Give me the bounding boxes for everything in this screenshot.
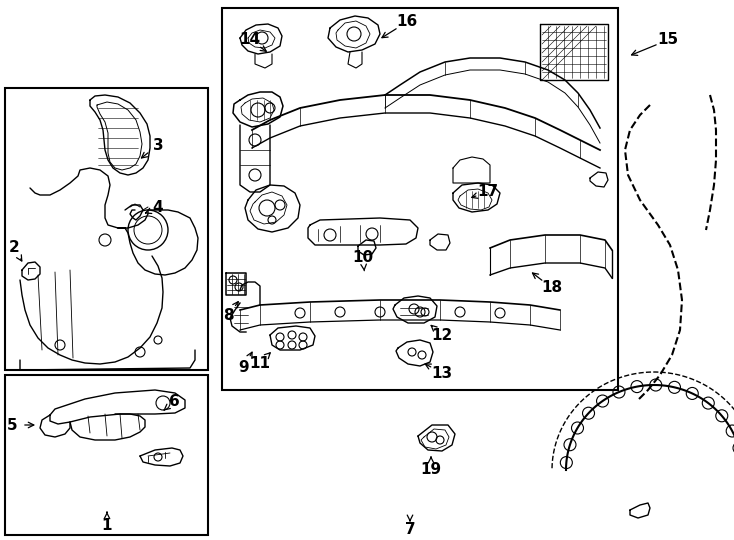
Text: 14: 14 <box>239 32 261 48</box>
Text: 6: 6 <box>169 395 179 409</box>
Text: 7: 7 <box>404 523 415 537</box>
Text: 1: 1 <box>102 517 112 532</box>
Text: 12: 12 <box>432 327 453 342</box>
Text: 19: 19 <box>421 462 442 477</box>
Bar <box>222 8 618 390</box>
Text: 9: 9 <box>239 360 250 375</box>
Text: 13: 13 <box>432 366 453 381</box>
Text: 18: 18 <box>542 280 562 295</box>
Text: 17: 17 <box>477 185 498 199</box>
Text: 15: 15 <box>658 32 678 48</box>
Text: 3: 3 <box>153 138 163 152</box>
Text: 2: 2 <box>9 240 19 255</box>
Bar <box>5 88 208 370</box>
Text: 8: 8 <box>222 308 233 323</box>
Text: 10: 10 <box>352 251 374 266</box>
Text: 11: 11 <box>250 355 271 370</box>
Text: 16: 16 <box>396 15 418 30</box>
Text: 4: 4 <box>153 200 163 215</box>
Bar <box>5 375 208 535</box>
Text: 5: 5 <box>7 417 18 433</box>
